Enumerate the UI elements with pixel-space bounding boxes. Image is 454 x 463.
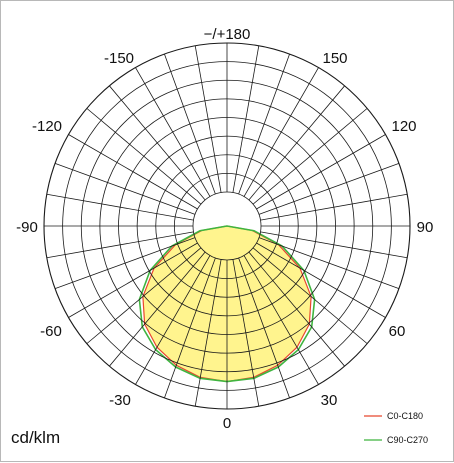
grid-spoke (54, 163, 196, 215)
legend: C0-C180 C90-C270 (364, 411, 428, 445)
angle-label: 120 (391, 118, 416, 135)
grid-spoke (256, 134, 386, 210)
grid-spoke (256, 242, 386, 318)
grid-spoke (109, 85, 206, 201)
grid-spoke (46, 231, 194, 259)
grid-spoke (135, 255, 211, 385)
grid-spoke (164, 53, 216, 195)
grid-spoke (243, 255, 319, 385)
grid-spoke (164, 257, 216, 399)
grid-spoke (86, 247, 202, 344)
grid-spoke (135, 67, 211, 197)
angle-label: -60 (40, 323, 62, 340)
angle-label: -90 (16, 219, 38, 236)
grid-spoke (194, 45, 222, 193)
grid-spoke (252, 108, 368, 205)
legend-label: C90-C270 (387, 435, 428, 445)
grid-spoke (243, 67, 319, 197)
angle-label: -150 (104, 50, 134, 67)
angle-label: 30 (321, 392, 338, 409)
grid-spoke (194, 259, 222, 407)
polar-grid (43, 42, 411, 410)
grid-spoke (258, 163, 400, 215)
grid-spoke (238, 53, 290, 195)
grid-spoke (68, 134, 198, 210)
grid-spoke (232, 259, 260, 407)
angle-label: 150 (322, 50, 347, 67)
grid-spoke (238, 257, 290, 399)
angle-label: 60 (389, 323, 406, 340)
angle-label: 90 (417, 219, 434, 236)
grid-spoke (252, 247, 368, 344)
angle-labels: −/+180 150 120 90 60 30 0 -30 -60 -90 -120 -150 (16, 26, 433, 432)
grid-spoke (86, 108, 202, 205)
grid-spoke (258, 237, 400, 289)
grid-spoke (248, 251, 345, 367)
grid-spoke (109, 251, 206, 367)
angle-label: -30 (109, 392, 131, 409)
angle-label: −/+180 (204, 26, 251, 43)
grid-spoke (68, 242, 198, 318)
angle-label: -120 (32, 118, 62, 135)
grid-spoke (232, 45, 260, 193)
legend-label: C0-C180 (387, 411, 423, 421)
grid-spoke (54, 237, 196, 289)
grid-spoke (260, 193, 408, 221)
grid-spoke (46, 193, 194, 221)
unit-label: cd/klm (11, 428, 60, 447)
angle-label: 0 (223, 415, 231, 432)
grid-spoke (260, 231, 408, 259)
grid-spoke (248, 85, 345, 201)
